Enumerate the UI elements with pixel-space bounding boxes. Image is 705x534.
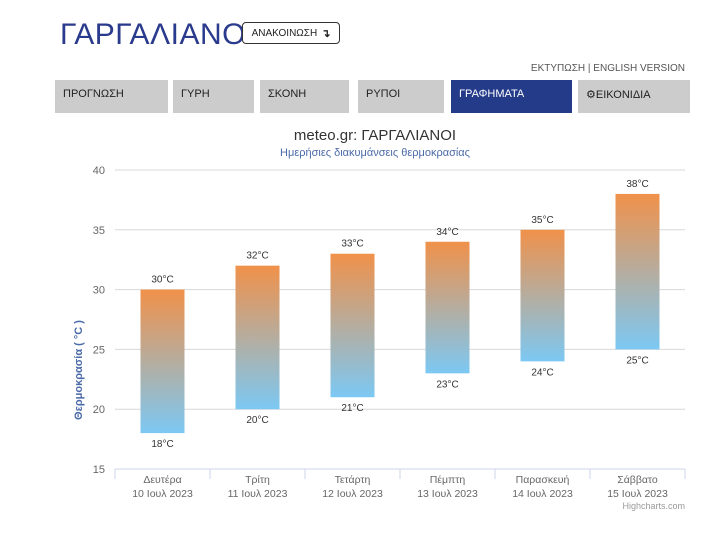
x-tick-day: Πέμπτη <box>430 474 466 486</box>
x-tick-date: 11 Ιουλ 2023 <box>228 488 288 500</box>
y-tick-label: 30 <box>93 285 105 297</box>
arrow-down-icon: ↴ <box>321 27 331 40</box>
temperature-bar <box>520 229 565 362</box>
main-nav: ΠΡΟΓΝΩΣΗ ΓΥΡΗ ΣΚΟΝΗ ΡΥΠΟΙ ΓΡΑΦΗΜΑΤΑ ⚙ΕΙΚ… <box>55 80 690 113</box>
page-title: ΓΑΡΓΑΛΙΑΝΟΙ <box>60 18 255 51</box>
english-version-link[interactable]: ENGLISH VERSION <box>593 63 685 74</box>
y-tick-label: 35 <box>93 225 105 237</box>
low-temp-label: 20°C <box>246 415 268 426</box>
low-temp-label: 24°C <box>531 367 553 378</box>
tab-dust[interactable]: ΣΚΟΝΗ <box>260 80 349 113</box>
tab-label: ΠΡΟΓΝΩΣΗ <box>63 88 124 100</box>
link-separator: | <box>587 63 591 74</box>
tab-label: ΓΥΡΗ <box>181 88 210 100</box>
x-tick-date: 12 Ιουλ 2023 <box>322 488 383 500</box>
chart-title: meteo.gr: ΓΑΡΓΑΛΙΑΝΟΙ <box>294 127 456 144</box>
bar-series <box>140 193 660 434</box>
high-temp-label: 33°C <box>341 239 363 250</box>
y-tick-label: 15 <box>93 464 105 476</box>
tab-label: ΡΥΠΟΙ <box>366 88 401 100</box>
x-tick-day: Σάββατο <box>617 474 658 486</box>
y-tick-label: 25 <box>93 344 105 356</box>
top-links: ΕΚΤΥΠΩΣΗ | ENGLISH VERSION <box>531 63 685 74</box>
high-temp-label: 32°C <box>246 251 268 262</box>
temperature-bar <box>330 253 375 398</box>
temperature-chart: meteo.gr: ΓΑΡΓΑΛΙΑΝΟΙ Ημερήσιες διακυμάν… <box>0 120 705 529</box>
y-axis-ticks: 15 20 25 30 35 40 <box>93 165 105 476</box>
tab-icons[interactable]: ⚙ΕΙΚΟΝΙΔΙΑ <box>578 80 690 113</box>
high-temp-label: 34°C <box>436 227 458 238</box>
x-tick-date: 13 Ιουλ 2023 <box>417 488 478 500</box>
high-temp-label: 30°C <box>151 275 173 286</box>
chart-subtitle: Ημερήσιες διακυμάνσεις θερμοκρασίας <box>280 147 470 159</box>
tab-label: ΓΡΑΦΗΜΑΤΑ <box>459 88 525 100</box>
tab-label: ΕΙΚΟΝΙΔΙΑ <box>595 89 651 101</box>
y-axis-title: Θερμοκρασία ( °C ) <box>73 320 85 420</box>
x-tick-date: 15 Ιουλ 2023 <box>607 488 668 500</box>
high-temp-label: 35°C <box>531 215 553 226</box>
x-tick-day: Τετάρτη <box>335 474 371 486</box>
print-link[interactable]: ΕΚΤΥΠΩΣΗ <box>530 63 586 74</box>
data-labels: 30°C 18°C 32°C 20°C 33°C 21°C 34°C 23°C 35°C 24°C… <box>151 179 648 450</box>
x-tick-day: Παρασκευή <box>516 474 570 486</box>
tab-pollutants[interactable]: ΡΥΠΟΙ <box>358 80 444 113</box>
temperature-bar <box>425 241 470 374</box>
y-tick-label: 20 <box>93 404 105 416</box>
temperature-bar <box>615 193 660 350</box>
tab-charts[interactable]: ΓΡΑΦΗΜΑΤΑ <box>451 80 572 113</box>
tab-pollen[interactable]: ΓΥΡΗ <box>173 80 254 113</box>
y-tick-label: 40 <box>93 165 105 177</box>
announcement-button[interactable]: ΑΝΑΚΟΙΝΩΣΗ ↴ <box>242 22 340 44</box>
temperature-bar <box>235 265 280 410</box>
gear-icon: ⚙ <box>586 89 596 101</box>
low-temp-label: 18°C <box>151 439 173 450</box>
x-tick-day: Δευτέρα <box>143 474 181 486</box>
temperature-bar <box>140 289 185 434</box>
low-temp-label: 21°C <box>341 403 363 414</box>
low-temp-label: 25°C <box>626 355 648 366</box>
tab-forecast[interactable]: ΠΡΟΓΝΩΣΗ <box>55 80 168 113</box>
grid-lines <box>115 169 685 470</box>
x-tick-date: 10 Ιουλ 2023 <box>132 488 193 500</box>
credits-label: Highcharts.com <box>622 501 685 511</box>
chart-svg: meteo.gr: ΓΑΡΓΑΛΙΑΝΟΙ Ημερήσιες διακυμάν… <box>73 127 686 511</box>
announcement-label: ΑΝΑΚΟΙΝΩΣΗ <box>251 27 318 39</box>
high-temp-label: 38°C <box>626 179 648 190</box>
x-tick-day: Τρίτη <box>245 474 270 486</box>
x-tick-date: 14 Ιουλ 2023 <box>512 488 573 500</box>
tab-label: ΣΚΟΝΗ <box>268 88 307 100</box>
x-axis-ticks: Δευτέρα 10 Ιουλ 2023 Τρίτη 11 Ιουλ 2023 Τετά… <box>114 469 686 500</box>
low-temp-label: 23°C <box>436 379 458 390</box>
